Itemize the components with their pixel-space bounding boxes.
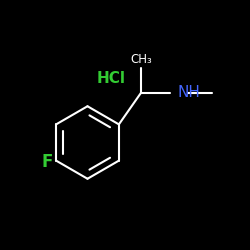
Text: CH₃: CH₃ (130, 53, 152, 66)
Text: F: F (41, 153, 53, 171)
Text: HCl: HCl (97, 71, 126, 86)
Text: NH: NH (177, 85, 200, 100)
